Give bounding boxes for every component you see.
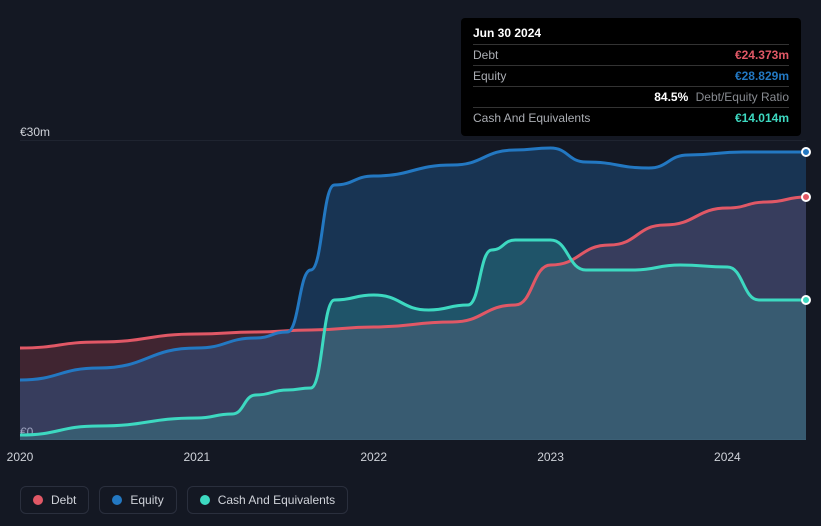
- tooltip-title: Jun 30 2024: [473, 26, 789, 45]
- series-endpoint-dot: [801, 192, 811, 202]
- x-tick-label: 2024: [714, 450, 741, 464]
- tooltip-value: €14.014m: [735, 111, 789, 125]
- tooltip-row: Cash And Equivalents €14.014m: [473, 108, 789, 128]
- series-endpoint-dot: [801, 147, 811, 157]
- x-tick-label: 2022: [360, 450, 387, 464]
- tooltip-label: Debt: [473, 48, 498, 62]
- legend-dot-icon: [112, 495, 122, 505]
- legend-label: Equity: [130, 493, 163, 507]
- x-tick-label: 2020: [7, 450, 34, 464]
- legend-dot-icon: [33, 495, 43, 505]
- tooltip-row: Debt €24.373m: [473, 45, 789, 66]
- legend-item[interactable]: Equity: [99, 486, 176, 514]
- legend-item[interactable]: Debt: [20, 486, 89, 514]
- legend-item[interactable]: Cash And Equivalents: [187, 486, 348, 514]
- tooltip-row: 84.5% Debt/Equity Ratio: [473, 87, 789, 108]
- area-chart: [20, 140, 806, 440]
- x-tick-label: 2021: [183, 450, 210, 464]
- tooltip-row: Equity €28.829m: [473, 66, 789, 87]
- series-endpoint-dot: [801, 295, 811, 305]
- legend-label: Cash And Equivalents: [218, 493, 335, 507]
- legend-label: Debt: [51, 493, 76, 507]
- tooltip-label: Cash And Equivalents: [473, 111, 590, 125]
- chart-legend: Debt Equity Cash And Equivalents: [20, 486, 348, 514]
- legend-dot-icon: [200, 495, 210, 505]
- chart-tooltip: Jun 30 2024 Debt €24.373m Equity €28.829m 84…: [461, 18, 801, 136]
- tooltip-value: 84.5% Debt/Equity Ratio: [654, 90, 789, 104]
- tooltip-label: Equity: [473, 69, 506, 83]
- y-tick-max: €30m: [20, 125, 50, 139]
- tooltip-value: €28.829m: [735, 69, 789, 83]
- tooltip-value: €24.373m: [735, 48, 789, 62]
- x-tick-label: 2023: [537, 450, 564, 464]
